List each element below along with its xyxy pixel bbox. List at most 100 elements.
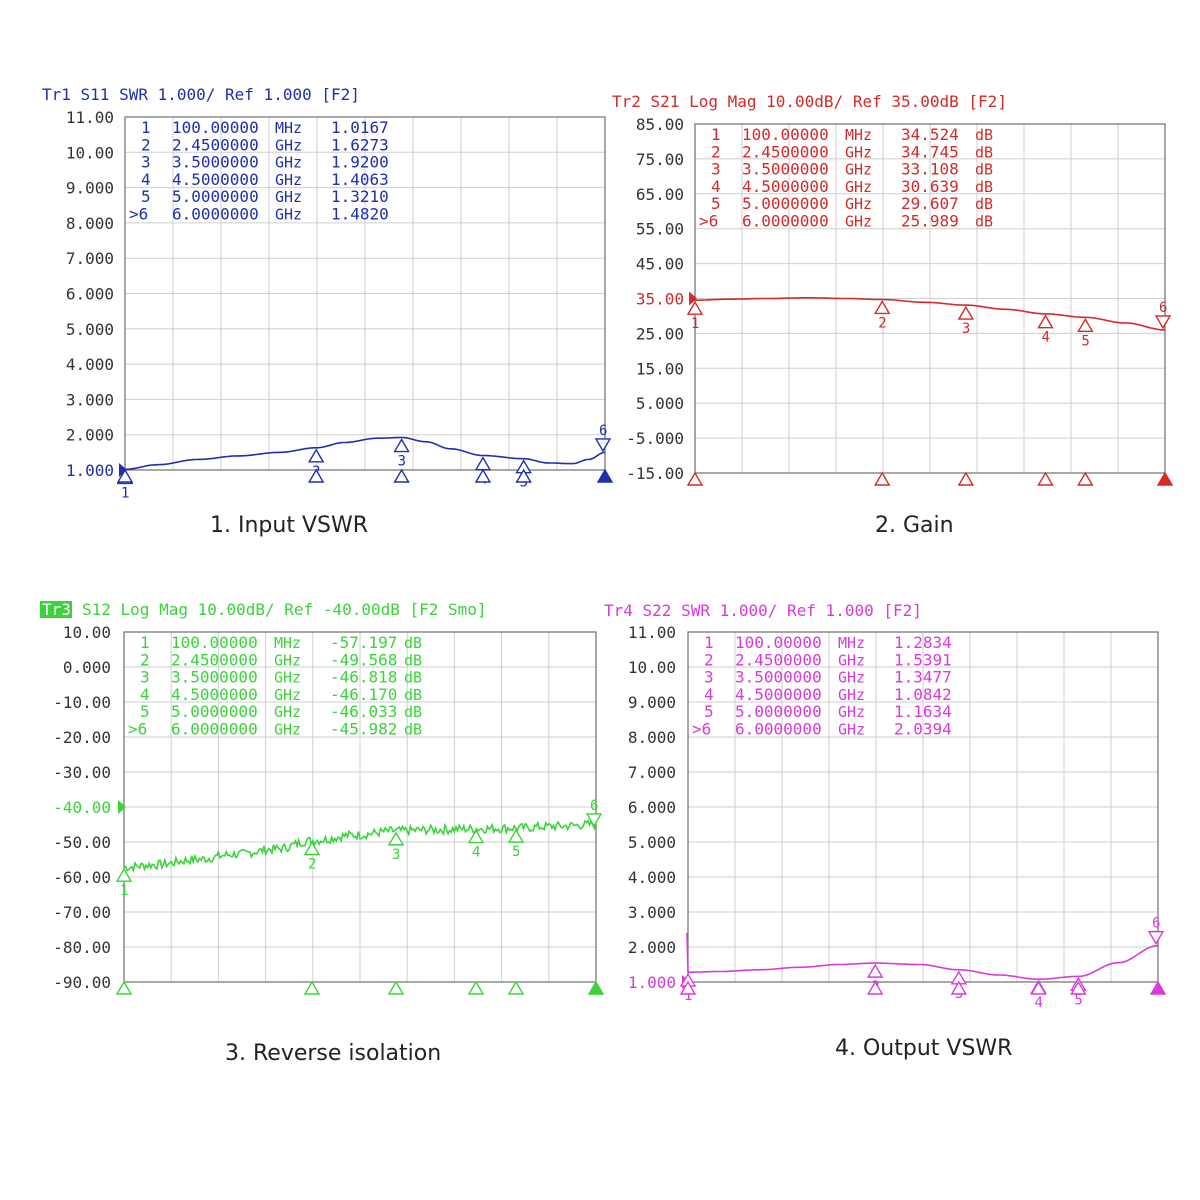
marker-triangle [307, 448, 325, 463]
chart-caption: 3. Reverse isolation [225, 1041, 441, 1066]
marker-triangle [1037, 314, 1054, 329]
marker-id: 2 [141, 135, 151, 154]
marker-label: 4 [472, 845, 480, 861]
marker-label: 2 [308, 856, 316, 872]
marker-value-unit: dB [975, 178, 993, 196]
marker-5: 5 [1077, 317, 1094, 486]
marker-unit: GHz [845, 178, 872, 196]
marker-frequency: 3.5000000 [742, 160, 829, 179]
y-tick-label: 85.00 [636, 115, 684, 134]
marker-frequency: 6.0000000 [735, 720, 822, 739]
marker-id: >6 [129, 205, 148, 224]
marker-id: 4 [711, 177, 721, 196]
marker-triangle [1077, 317, 1094, 333]
marker-frequency: 5.0000000 [172, 187, 259, 206]
chart-caption: 2. Gain [875, 513, 954, 538]
marker-label: 3 [962, 321, 970, 337]
marker-value: -49.568 [330, 650, 397, 669]
marker-triangle [467, 829, 485, 844]
stimulus-marker [387, 980, 405, 995]
marker-frequency: 100.00000 [735, 633, 822, 652]
grid [695, 124, 1165, 473]
marker-unit: GHz [845, 143, 872, 161]
y-tick-label: 35.00 [636, 290, 684, 309]
y-tick-label: 7.000 [628, 763, 676, 782]
y-tick-label: 11.00 [66, 108, 114, 127]
marker-6: 6 [1154, 300, 1174, 486]
marker-5: 5 [1070, 976, 1087, 1008]
marker-2: 2 [873, 300, 891, 486]
marker-value-unit: dB [975, 143, 993, 161]
marker-6: 6 [585, 798, 605, 995]
marker-value: 1.9200 [331, 153, 389, 172]
chart-tr3: Tr3 S12 Log Mag 10.00dB/ Ref -40.00dB [F2… [40, 600, 605, 1066]
chart-tr4: Tr4 S22 SWR 1.000/ Ref 1.000 [F2] 11.00 10… [604, 601, 1167, 1061]
marker-triangle [507, 828, 525, 843]
y-tick-label: -60.00 [53, 868, 111, 887]
marker-triangle [115, 867, 133, 882]
marker-value: 34.745 [901, 142, 959, 161]
marker-value: 1.4063 [331, 170, 389, 189]
marker-2: 2 [303, 841, 321, 995]
marker-frequency: 2.4500000 [742, 142, 829, 161]
marker-id: >6 [128, 720, 147, 739]
stimulus-marker [307, 468, 325, 483]
marker-value: 1.4820 [331, 205, 389, 224]
y-tick-label: 10.00 [66, 143, 114, 162]
marker-unit: GHz [845, 161, 872, 179]
marker-id: 1 [711, 125, 721, 144]
y-tick-label: 2.000 [628, 938, 676, 957]
marker-table: 1 100.00000 MHz -57.197 dB 2 2.4500000 GHz -49.5… [128, 633, 422, 739]
stimulus-marker [393, 468, 410, 483]
y-tick-label: 5.000 [66, 320, 114, 339]
marker-unit: MHz [274, 634, 301, 652]
stimulus-marker [467, 980, 485, 995]
marker-label: 4 [1042, 330, 1050, 346]
marker-6: 6 [594, 423, 614, 483]
marker-frequency: 3.5000000 [172, 153, 259, 172]
marker-frequency: 6.0000000 [742, 212, 829, 231]
marker-frequency: 4.5000000 [172, 170, 259, 189]
marker-frequency: 100.00000 [171, 633, 258, 652]
marker-id: 3 [140, 668, 150, 687]
marker-6-triangle [1147, 930, 1165, 946]
marker-value-unit: dB [404, 721, 422, 739]
chart-tr2: Tr2 S21 Log Mag 10.00dB/ Ref 35.00dB [F2… [612, 92, 1174, 538]
marker-4: 4 [1037, 314, 1054, 486]
marker-value-unit: dB [404, 669, 422, 687]
marker-value: 25.989 [901, 212, 959, 231]
marker-id: 2 [704, 650, 714, 669]
grid [125, 117, 605, 470]
marker-value-unit: dB [975, 195, 993, 213]
trace-title: Tr1 S11 SWR 1.000/ Ref 1.000 [F2] [42, 85, 360, 104]
stimulus-marker [1156, 471, 1174, 486]
marker-value: 1.1634 [894, 702, 952, 721]
marker-row: 2 2.4500000 GHz 1.5391 [704, 650, 952, 669]
marker-id: 1 [140, 633, 150, 652]
marker-id: >6 [692, 720, 711, 739]
marker-unit: GHz [274, 703, 301, 721]
marker-id: 3 [704, 668, 714, 687]
trace-label: Tr3 [42, 600, 71, 619]
stimulus-marker [686, 471, 704, 486]
marker-value-unit: dB [404, 651, 422, 669]
marker-value: -46.170 [330, 685, 397, 704]
marker-frequency: 100.00000 [742, 125, 829, 144]
stimulus-marker [1149, 980, 1167, 995]
marker-unit: GHz [275, 154, 302, 172]
marker-unit: MHz [838, 634, 865, 652]
marker-value: 1.5391 [894, 650, 952, 669]
marker-row: 2 2.4500000 GHz 1.6273 [141, 135, 389, 154]
marker-frequency: 2.4500000 [735, 650, 822, 669]
marker-row: 3 3.5000000 GHz -46.818 dB [140, 668, 422, 687]
y-tick-label: 0.000 [63, 658, 111, 677]
chart-tr1: Tr1 S11 SWR 1.000/ Ref 1.000 [F2] 11.00 10… [42, 85, 614, 538]
y-tick-label: -70.00 [53, 903, 111, 922]
chart-caption: 4. Output VSWR [835, 1036, 1012, 1061]
marker-value: 1.2834 [894, 633, 952, 652]
y-tick-label: 10.00 [63, 623, 111, 642]
marker-5: 5 [507, 828, 525, 995]
stimulus-marker [115, 980, 133, 995]
marker-label: 3 [392, 847, 400, 863]
